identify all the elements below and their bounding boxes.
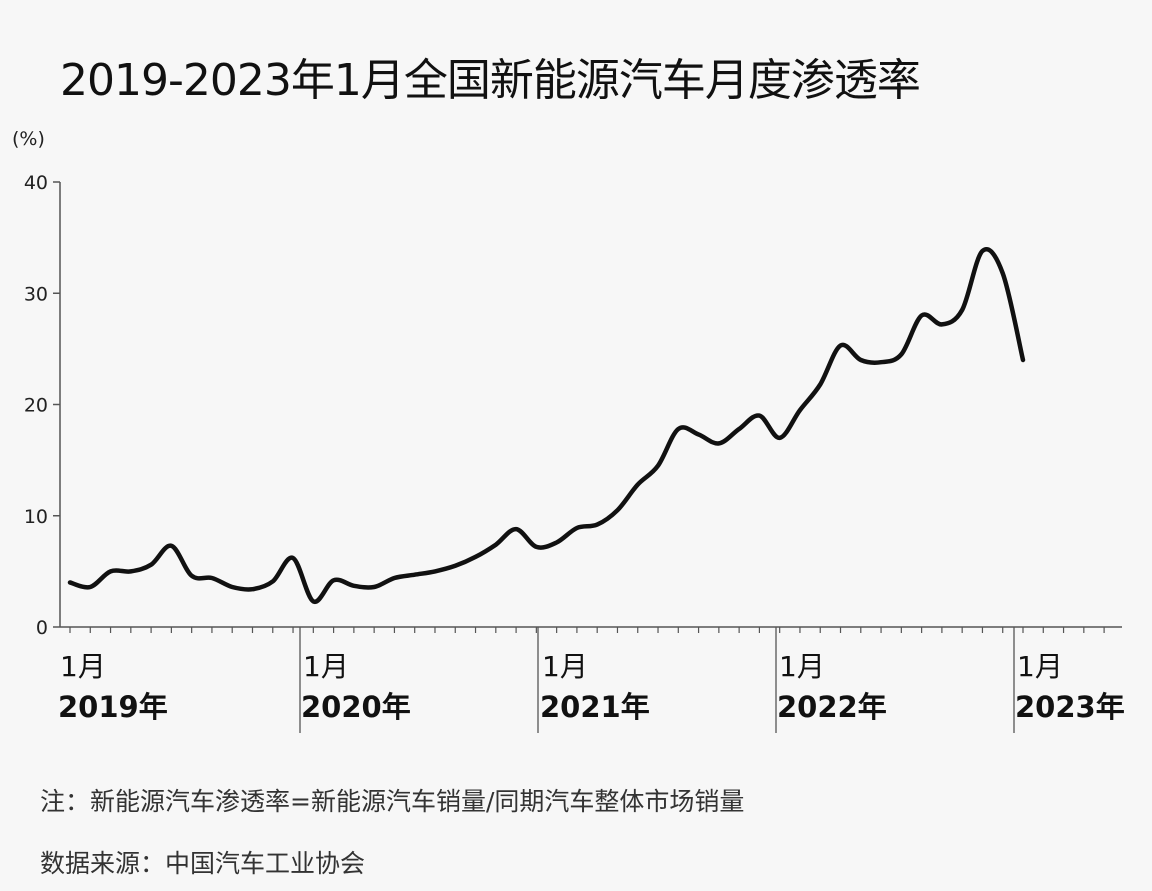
x-tick-year-label: 2021年 (540, 690, 650, 724)
series-line-penetration-rate (67, 247, 1026, 604)
chart-title: 2019-2023年1月全国新能源汽车月度渗透率 (60, 55, 921, 106)
x-tick-year-label: 2020年 (301, 690, 411, 724)
x-tick-year-label: 2019年 (58, 690, 168, 724)
x-tick-year-label: 2022年 (777, 690, 887, 724)
x-tick-month-label: 1月 (303, 650, 349, 683)
y-axis: 0 10 20 30 40 (24, 172, 61, 639)
y-axis-unit-label: (%) (12, 128, 45, 150)
y-tick-label: 20 (24, 395, 48, 417)
footnote-source: 数据来源：中国汽车工业协会 (40, 849, 366, 878)
line-chart: (%) 0 10 20 30 40 1月 2019年 1月 2020年 1月 2021年 1月 202… (12, 128, 1125, 733)
x-tick-year-label: 2023年 (1015, 690, 1125, 724)
x-tick-month-label: 1月 (1017, 650, 1063, 683)
y-tick-label: 40 (24, 172, 48, 194)
x-axis: 1月 2019年 1月 2020年 1月 2021年 1月 2022年 1月 2023年 (58, 626, 1125, 733)
x-tick-month-label: 1月 (542, 650, 588, 683)
y-tick-label: 30 (24, 283, 48, 305)
x-tick-month-label: 1月 (779, 650, 825, 683)
footnote-note: 注：新能源汽车渗透率=新能源汽车销量/同期汽车整体市场销量 (40, 787, 745, 816)
y-tick-label: 0 (36, 617, 48, 639)
x-tick-month-label: 1月 (60, 650, 106, 683)
y-tick-label: 10 (24, 506, 48, 528)
